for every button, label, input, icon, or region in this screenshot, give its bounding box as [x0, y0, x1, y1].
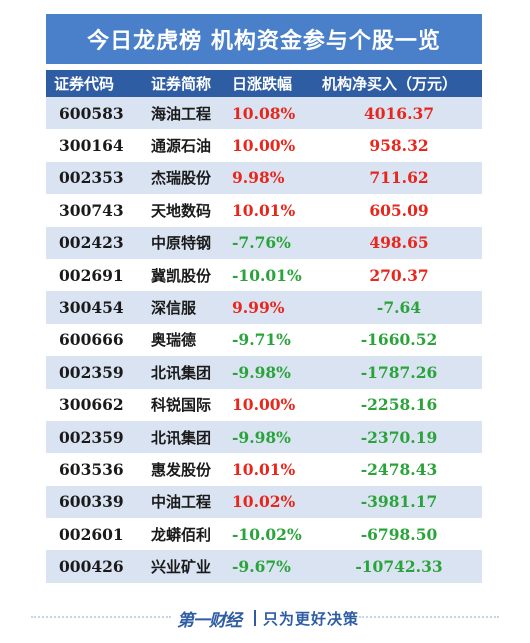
- cell-code: 603536: [59, 459, 124, 479]
- cell-net-buy: -7.64: [376, 298, 422, 318]
- cell-net-buy: -2370.19: [360, 427, 438, 447]
- table-body: 600583 海油工程 10.08% 4016.37 300164 通源石油 10.00% 9…: [46, 97, 482, 583]
- page-title: 今日龙虎榜 机构资金参与个股一览: [46, 14, 482, 64]
- table-row: 600339 中油工程 10.02% -3981.17: [46, 485, 482, 519]
- cell-net-buy: -10742.33: [355, 557, 443, 577]
- table-row: 002423 中原特钢 -7.76% 498.65: [46, 226, 482, 259]
- cell-net-buy: -6798.50: [360, 524, 438, 544]
- cell-net-buy: 605.09: [369, 200, 429, 220]
- cell-name: 深信服: [151, 299, 197, 318]
- cell-net-buy: 4016.37: [363, 103, 435, 123]
- cell-change: -9.98%: [232, 427, 291, 447]
- cell-code: 002359: [59, 427, 124, 447]
- cell-net-buy: 958.32: [369, 136, 429, 156]
- cell-code: 300662: [59, 395, 124, 415]
- column-header-name: 证券简称: [151, 75, 212, 93]
- cell-name: 中原特钢: [151, 234, 212, 253]
- cell-name: 科锐国际: [151, 396, 212, 415]
- cell-change: 10.01%: [232, 459, 296, 479]
- cell-code: 002601: [59, 524, 124, 544]
- cell-name: 通源石油: [151, 137, 212, 156]
- column-header-code: 证券代码: [54, 75, 115, 93]
- cell-change: -7.76%: [232, 233, 291, 253]
- cell-net-buy: 711.62: [369, 168, 429, 188]
- column-header-net-buy: 机构净买入（万元）: [322, 75, 458, 93]
- cell-name: 天地数码: [151, 201, 212, 220]
- table-row: 300743 天地数码 10.01% 605.09: [46, 194, 482, 227]
- institution-fund-table: 证券代码 证券简称 日涨跌幅 机构净买入（万元） 600583 海油工程 10.08…: [46, 70, 482, 583]
- cell-name: 冀凯股份: [151, 266, 212, 285]
- brand-logo: 第一财经: [176, 606, 242, 631]
- table-row: 600666 奥瑞德 -9.71% -1660.52: [46, 323, 482, 357]
- table-row: 300662 科锐国际 10.00% -2258.16: [46, 388, 482, 421]
- cell-net-buy: -1787.26: [360, 362, 438, 382]
- cell-name: 惠发股份: [151, 460, 212, 479]
- cell-net-buy: -1660.52: [360, 330, 438, 350]
- table-row: 002601 龙蟒佰利 -10.02% -6798.50: [46, 518, 482, 551]
- cell-code: 002353: [59, 168, 124, 188]
- cell-code: 300454: [59, 298, 124, 318]
- cell-name: 龙蟒佰利: [151, 525, 212, 544]
- cell-code: 002423: [59, 233, 124, 253]
- logo-text: 第一财经: [176, 610, 242, 631]
- table-header: 证券代码 证券简称 日涨跌幅 机构净买入（万元）: [46, 70, 482, 97]
- footer-divider-right: [359, 615, 499, 621]
- footer: 第一财经 只为更好决策: [0, 603, 530, 633]
- table-row: 000426 兴业矿业 -9.67% -10742.33: [46, 550, 482, 583]
- table-row: 300454 深信服 9.99% -7.64: [46, 291, 482, 324]
- cell-name: 北讯集团: [151, 363, 212, 382]
- table-row: 603536 惠发股份 10.01% -2478.43: [46, 453, 482, 486]
- table-row: 002353 杰瑞股份 9.98% 711.62: [46, 161, 482, 195]
- cell-name: 杰瑞股份: [151, 169, 212, 188]
- cell-change: 10.01%: [232, 200, 296, 220]
- cell-name: 兴业矿业: [151, 558, 212, 577]
- cell-change: 10.02%: [232, 492, 296, 512]
- cell-change: 9.98%: [232, 168, 285, 188]
- footer-separator: [253, 610, 256, 626]
- cell-change: 10.00%: [232, 395, 296, 415]
- cell-change: -9.71%: [232, 330, 291, 350]
- cell-net-buy: 270.37: [369, 265, 429, 285]
- cell-code: 600583: [59, 103, 124, 123]
- cell-net-buy: -2258.16: [360, 395, 438, 415]
- cell-name: 海油工程: [151, 104, 212, 123]
- cell-code: 000426: [59, 557, 124, 577]
- cell-change: -10.01%: [232, 265, 302, 285]
- table-row: 002359 北讯集团 -9.98% -2370.19: [46, 420, 482, 454]
- cell-code: 600339: [59, 492, 124, 512]
- cell-name: 北讯集团: [151, 428, 212, 447]
- column-header-change: 日涨跌幅: [232, 75, 293, 93]
- cell-code: 300164: [59, 136, 124, 156]
- cell-name: 中油工程: [151, 493, 212, 512]
- cell-net-buy: -2478.43: [360, 459, 438, 479]
- table-row: 300164 通源石油 10.00% 958.32: [46, 129, 482, 162]
- table-row: 002691 冀凯股份 -10.01% 270.37: [46, 258, 482, 292]
- footer-divider-left: [30, 615, 171, 621]
- cell-change: -10.02%: [232, 524, 302, 544]
- cell-change: -9.98%: [232, 362, 291, 382]
- cell-change: 9.99%: [232, 298, 285, 318]
- cell-net-buy: -3981.17: [360, 492, 438, 512]
- slogan: 只为更好决策: [262, 609, 359, 628]
- cell-code: 600666: [59, 330, 124, 350]
- cell-change: 10.08%: [232, 103, 296, 123]
- cell-code: 300743: [59, 200, 124, 220]
- cell-change: -9.67%: [232, 557, 291, 577]
- table-row: 600583 海油工程 10.08% 4016.37: [46, 97, 482, 130]
- cell-name: 奥瑞德: [151, 331, 197, 350]
- cell-code: 002359: [59, 362, 124, 382]
- cell-change: 10.00%: [232, 136, 296, 156]
- table-row: 002359 北讯集团 -9.98% -1787.26: [46, 356, 482, 389]
- cell-net-buy: 498.65: [369, 233, 429, 253]
- cell-code: 002691: [59, 265, 124, 285]
